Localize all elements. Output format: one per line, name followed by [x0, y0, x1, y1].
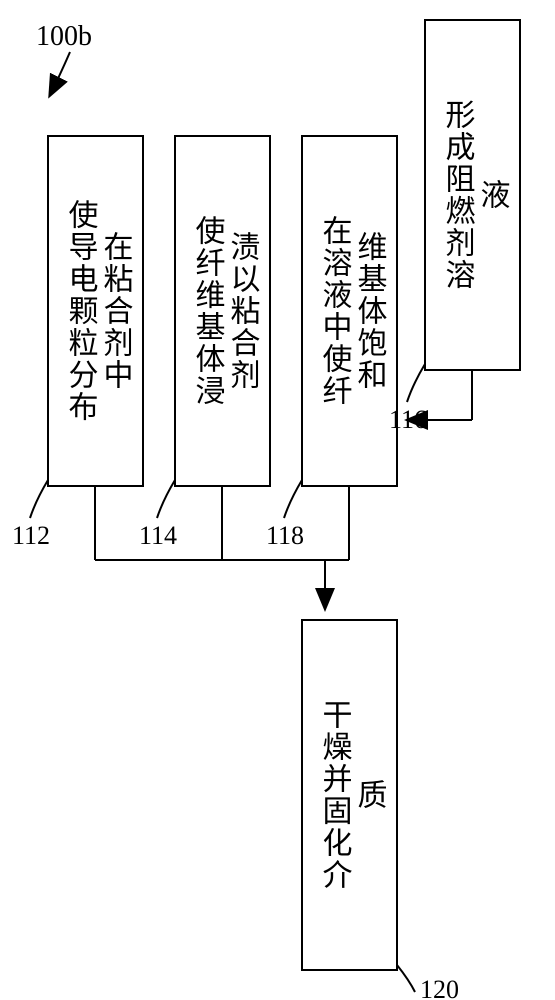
node-118-leader	[284, 480, 302, 518]
node-112-line2: 在粘合剂中	[99, 231, 134, 391]
diagram-id-label: 100b	[36, 21, 92, 52]
node-114: 使纤维基体浸 渍以粘合剂 114	[139, 136, 270, 550]
node-120: 干燥并固化介 质 120	[302, 620, 459, 1000]
node-120-line2: 质	[353, 779, 387, 811]
node-120-ref: 120	[420, 975, 459, 1000]
node-120-leader	[397, 965, 415, 992]
node-118-line1: 在溶液中使纤	[318, 215, 353, 407]
node-118-line2: 维基体饱和	[353, 231, 388, 391]
diagram-id-leader	[50, 52, 70, 95]
node-114-leader	[157, 480, 175, 518]
node-116-line1: 形成阻燃剂溶	[441, 99, 475, 291]
node-120-line1: 干燥并固化介	[318, 699, 353, 891]
node-114-ref: 114	[139, 521, 177, 550]
node-112-leader	[30, 480, 48, 518]
node-114-line2: 渍以粘合剂	[226, 231, 261, 391]
node-118-ref: 118	[266, 521, 304, 550]
node-118: 在溶液中使纤 维基体饱和 118	[266, 136, 397, 550]
node-116-leader	[407, 364, 425, 402]
node-112: 使导电颗粒分布 在粘合剂中 112	[12, 136, 143, 550]
node-116-line2: 液	[476, 179, 510, 211]
node-112-line1: 使导电颗粒分布	[64, 199, 99, 423]
node-112-ref: 112	[12, 521, 50, 550]
node-116: 形成阻燃剂溶 液 116	[389, 20, 520, 434]
node-114-line1: 使纤维基体浸	[191, 215, 226, 407]
